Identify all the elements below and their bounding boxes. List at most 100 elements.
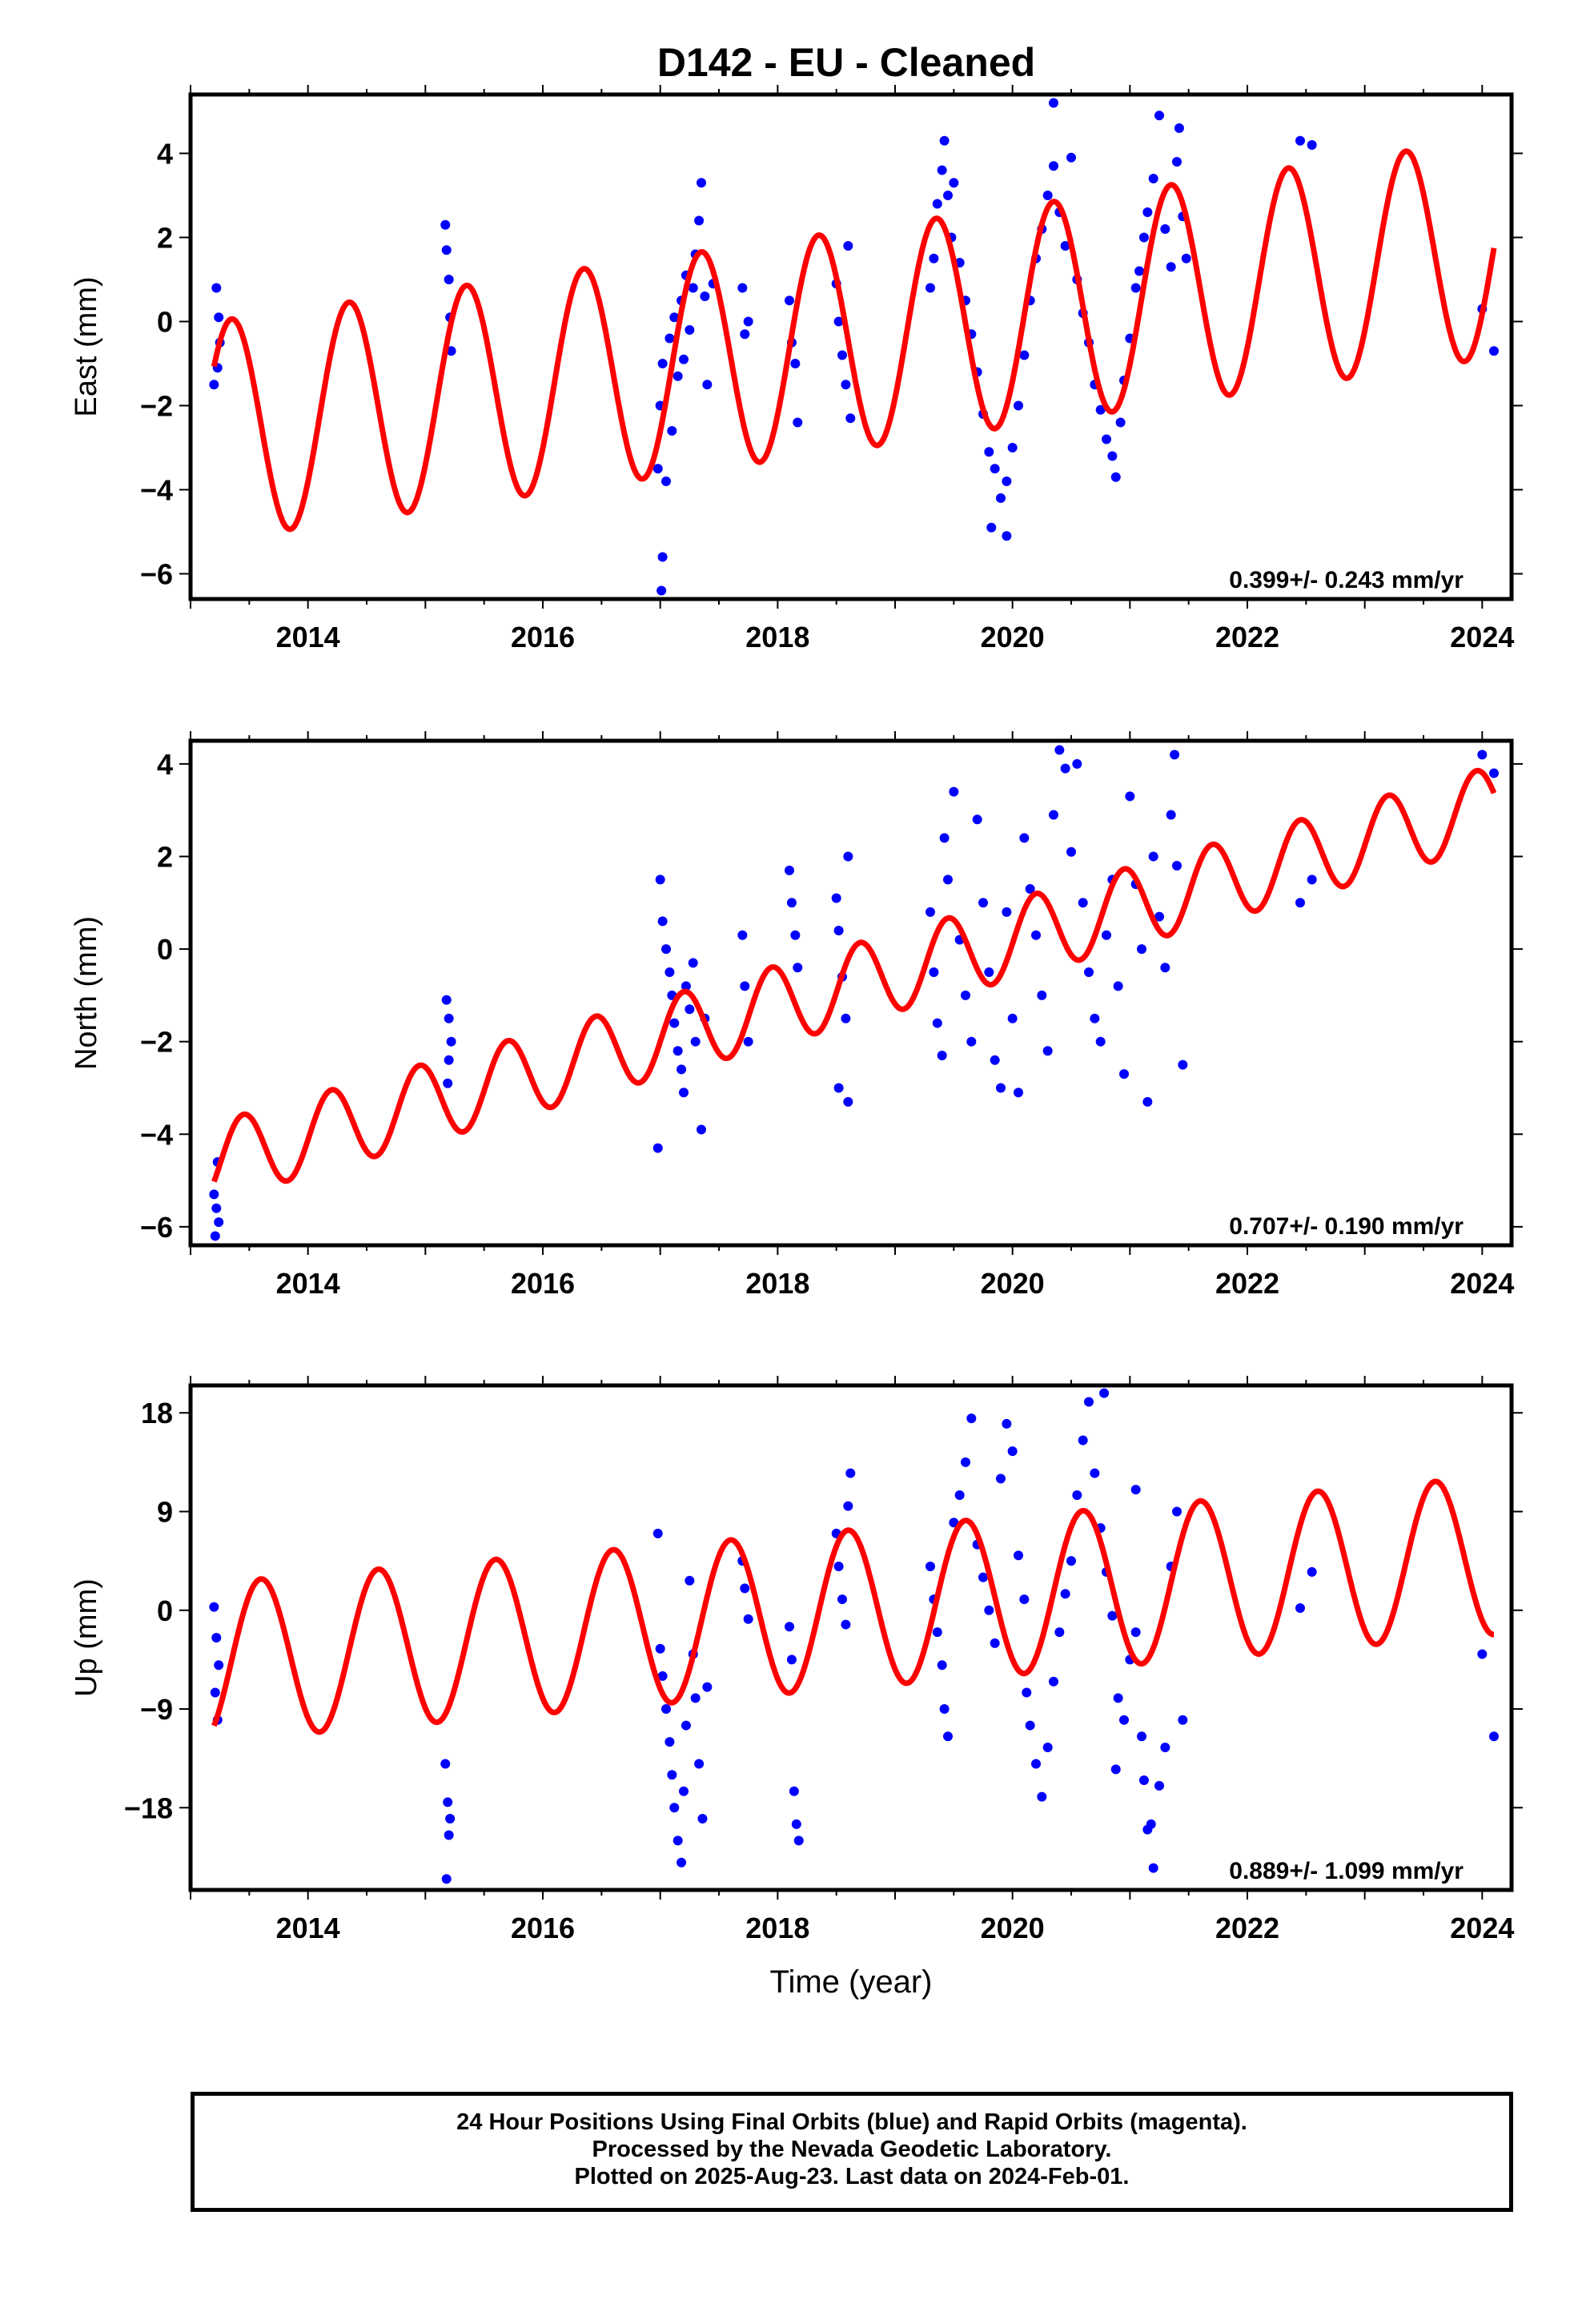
data-point xyxy=(1160,1742,1170,1752)
data-point xyxy=(1138,1775,1149,1786)
data-point xyxy=(1084,967,1094,977)
x-tick-label: 2022 xyxy=(1215,1912,1279,1944)
data-point xyxy=(667,426,677,436)
data-point xyxy=(441,995,452,1005)
data-point xyxy=(665,967,675,977)
data-point xyxy=(785,296,794,306)
data-point xyxy=(929,253,939,263)
data-point xyxy=(669,1018,680,1028)
data-point xyxy=(929,967,939,977)
data-point xyxy=(669,1803,680,1813)
data-point xyxy=(843,851,853,862)
data-point xyxy=(1042,191,1053,200)
data-point xyxy=(1031,1759,1041,1769)
data-point xyxy=(791,1819,801,1829)
data-point xyxy=(1002,476,1012,486)
data-point xyxy=(1002,907,1012,917)
data-point xyxy=(656,585,667,596)
model-fit-curve xyxy=(211,148,1497,533)
data-point xyxy=(1042,1046,1053,1056)
y-tick-label: 4 xyxy=(157,748,173,781)
y-tick-label: −18 xyxy=(124,1791,173,1824)
data-point xyxy=(679,1786,689,1796)
data-point xyxy=(937,1660,947,1671)
plot-area xyxy=(209,1388,1499,1884)
data-point xyxy=(1477,1649,1488,1659)
data-point xyxy=(1014,400,1023,411)
data-point xyxy=(793,417,803,428)
data-point xyxy=(1078,898,1088,908)
data-point xyxy=(961,1457,970,1467)
data-point xyxy=(1007,1446,1018,1457)
data-point xyxy=(444,275,454,284)
data-point xyxy=(1178,1059,1188,1070)
data-point xyxy=(743,316,753,327)
data-point xyxy=(688,283,698,293)
data-point xyxy=(984,967,994,977)
data-point xyxy=(1037,990,1047,1000)
footer-line-1: 24 Hour Positions Using Final Orbits (bl… xyxy=(456,2109,1247,2135)
data-point xyxy=(932,1627,942,1638)
data-point xyxy=(1489,768,1499,778)
velocity-rate-label: 0.399+/- 0.243 mm/yr xyxy=(1229,567,1464,593)
data-point xyxy=(444,1830,454,1840)
y-tick-label: −9 xyxy=(140,1693,173,1726)
x-tick-label: 2018 xyxy=(745,621,809,653)
data-point xyxy=(1049,810,1058,820)
y-tick-label: −4 xyxy=(140,474,173,507)
data-point xyxy=(1007,1013,1018,1023)
data-point xyxy=(978,898,988,908)
velocity-rate-label: 0.889+/- 1.099 mm/yr xyxy=(1229,1858,1464,1884)
data-point xyxy=(440,1759,451,1769)
data-point xyxy=(843,241,853,251)
data-point xyxy=(1072,758,1082,769)
data-point xyxy=(833,1561,844,1571)
y-axis-label: Up (mm) xyxy=(70,1578,103,1697)
data-point xyxy=(214,1217,224,1228)
data-point xyxy=(1113,981,1123,991)
data-point xyxy=(737,283,748,293)
data-point xyxy=(841,1013,851,1023)
data-point xyxy=(1172,861,1182,871)
data-point xyxy=(978,1572,988,1582)
data-point xyxy=(1066,152,1076,163)
data-point xyxy=(926,907,935,917)
data-point xyxy=(1025,883,1035,894)
model-fit-curve xyxy=(211,1478,1496,1735)
plot-frame xyxy=(188,92,1514,601)
x-tick-label: 2024 xyxy=(1450,621,1514,653)
y-tick-label: 2 xyxy=(157,222,173,255)
data-point xyxy=(1138,232,1149,243)
data-point xyxy=(1148,851,1158,862)
data-point xyxy=(694,1759,705,1769)
data-point xyxy=(1031,930,1041,940)
data-point xyxy=(210,1231,220,1241)
data-point xyxy=(1477,750,1488,760)
data-point xyxy=(443,1797,453,1807)
data-point xyxy=(1054,745,1065,755)
x-tick-label: 2016 xyxy=(511,1267,575,1300)
data-point xyxy=(984,1605,994,1615)
data-point xyxy=(444,1013,454,1023)
data-point xyxy=(652,1143,663,1153)
data-point xyxy=(443,1078,453,1088)
data-point xyxy=(655,875,665,885)
y-tick-label: 18 xyxy=(141,1397,173,1429)
data-point xyxy=(1014,1550,1023,1561)
data-point xyxy=(1025,1720,1035,1731)
data-point xyxy=(211,283,222,293)
data-point xyxy=(1002,531,1012,541)
data-point xyxy=(700,292,710,301)
data-point xyxy=(1174,123,1184,133)
data-point xyxy=(685,325,695,335)
data-point xyxy=(1014,1088,1023,1098)
data-point xyxy=(697,178,706,188)
data-point xyxy=(702,1682,713,1692)
data-point xyxy=(996,1474,1006,1484)
model-fit-curve xyxy=(211,767,1497,1184)
data-point xyxy=(841,1619,851,1630)
data-point xyxy=(211,1633,222,1642)
data-point xyxy=(990,1638,1000,1648)
x-tick-label: 2016 xyxy=(511,621,575,653)
